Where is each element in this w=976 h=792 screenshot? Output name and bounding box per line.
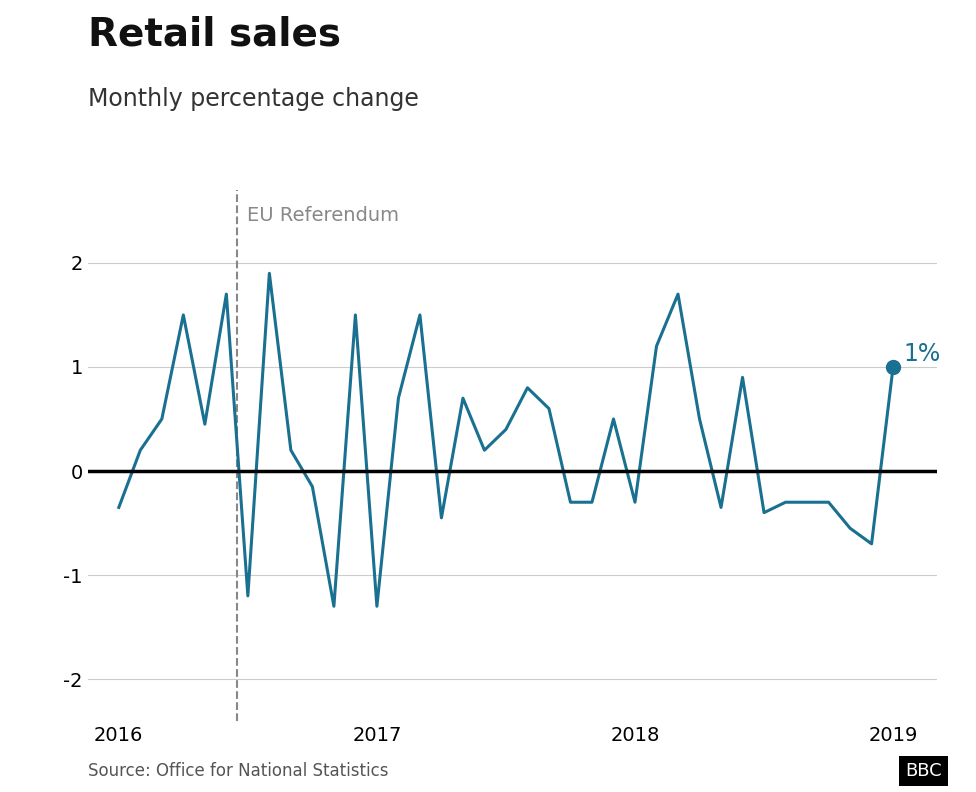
- Text: Monthly percentage change: Monthly percentage change: [88, 87, 419, 111]
- Text: Retail sales: Retail sales: [88, 16, 341, 54]
- Text: BBC: BBC: [905, 762, 942, 780]
- Text: Source: Office for National Statistics: Source: Office for National Statistics: [88, 762, 388, 780]
- Text: 1%: 1%: [904, 342, 941, 367]
- Text: EU Referendum: EU Referendum: [247, 206, 399, 225]
